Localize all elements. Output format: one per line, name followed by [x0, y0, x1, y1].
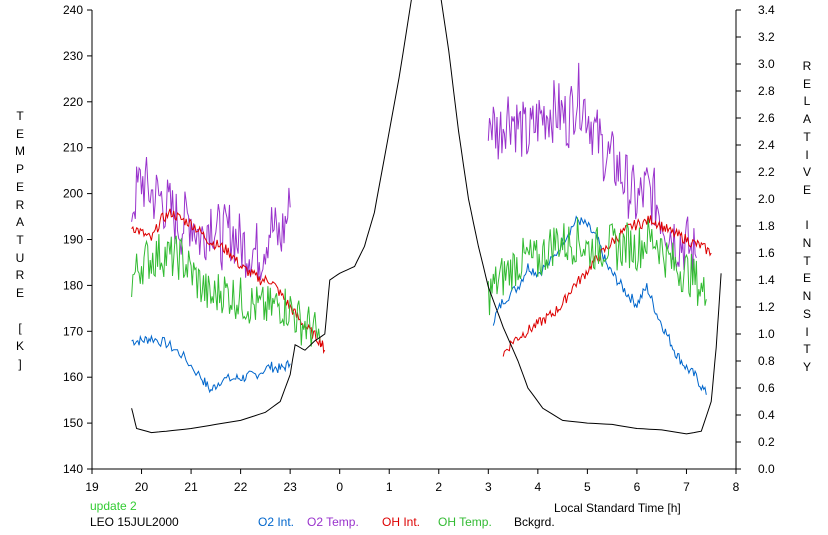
series-layer	[131, 0, 722, 435]
axis-label-letter: E	[15, 286, 24, 301]
y-right-tick-label: 0.8	[758, 354, 775, 368]
series-line-bckgrd	[131, 0, 722, 435]
y-right-tick-label: 1.8	[758, 219, 775, 233]
legend-o2-int: O2 Int.	[258, 515, 295, 529]
x-tick-label: 0	[336, 480, 343, 494]
y-right-tick-label: 2.6	[758, 111, 775, 125]
series-line-oh-int	[502, 215, 712, 357]
axis-label-letter: L	[803, 94, 811, 109]
x-tick-label: 8	[733, 480, 740, 494]
series-line-o2-int	[492, 215, 707, 395]
axis-label-letter: Y	[802, 359, 811, 374]
x-tick-label: 5	[584, 480, 591, 494]
y-right-tick-label: 2.2	[758, 165, 775, 179]
x-tick-label: 3	[485, 480, 492, 494]
y-right-tick-label: 2.8	[758, 84, 775, 98]
axis-label-letter: A	[802, 112, 811, 127]
x-tick-label: 2	[435, 480, 442, 494]
axis-label-letter: A	[15, 215, 24, 230]
update-note: update 2	[90, 499, 137, 513]
axis-label-letter: T	[16, 109, 24, 123]
axis-label-letter: I	[805, 147, 809, 162]
y-left-tick-label: 190	[63, 233, 83, 247]
y-right-tick-label: 0.2	[758, 435, 775, 449]
legend-o2-temp: O2 Temp.	[307, 515, 359, 529]
series-line-oh-temp	[131, 234, 321, 347]
y-right-tick-label: 3.4	[758, 3, 775, 17]
axis-label-letter: R	[15, 268, 25, 283]
axis-label-letter: E	[15, 179, 24, 194]
y-right-tick-label: 0.6	[758, 381, 775, 395]
series-line-o2-int	[131, 334, 291, 394]
y-left-tick-label: 240	[63, 3, 83, 17]
axis-label-letter	[799, 200, 815, 218]
series-line-oh-temp	[487, 217, 707, 316]
x-axis-label: Local Standard Time [h]	[554, 501, 681, 515]
axis-label-letter: R	[15, 197, 25, 212]
y-right-tick-label: 3.0	[758, 57, 775, 71]
axis-label-letter: V	[802, 165, 811, 180]
axis-label-letter: N	[802, 236, 812, 251]
y-right-tick-label: 1.0	[758, 327, 775, 341]
y-right-tick-label: 2.0	[758, 192, 775, 206]
axis-label-letter: N	[802, 289, 812, 304]
axis-label-letter: E	[802, 76, 811, 91]
y-left-tick-label: 180	[63, 278, 83, 292]
axis-label-letter: S	[802, 306, 811, 321]
x-tick-label: 7	[683, 480, 690, 494]
x-tick-label: 21	[184, 480, 198, 494]
axis-label-letter: I	[805, 324, 809, 339]
axis-label-letter: ]	[18, 356, 22, 371]
y-right-tick-label: 0.0	[758, 462, 775, 476]
y-left-tick-label: 230	[63, 49, 83, 63]
station-date: LEO 15JUL2000	[90, 515, 179, 529]
x-tick-label: 4	[535, 480, 542, 494]
y-right-tick-label: 1.2	[758, 300, 775, 314]
axis-label-letter: T	[16, 232, 24, 247]
ticks-layer: 1401501601701801902002102202302400.00.20…	[63, 3, 775, 494]
axis-label-letter: T	[803, 129, 811, 144]
legend-oh-int: OH Int.	[382, 515, 421, 529]
y-left-tick-label: 150	[63, 416, 83, 430]
axis-label-letter: K	[15, 339, 24, 354]
y-right-tick-label: 3.2	[758, 30, 775, 44]
axis-label-letter: R	[802, 59, 812, 73]
axis-label-letter: T	[803, 253, 811, 268]
y-right-tick-label: 1.6	[758, 246, 775, 260]
y-left-tick-label: 200	[63, 187, 83, 201]
x-tick-label: 19	[85, 480, 99, 494]
x-tick-label: 23	[283, 480, 297, 494]
axis-label-letter: E	[802, 271, 811, 286]
legend-bckgrd: Bckgrd.	[514, 515, 555, 529]
x-tick-label: 22	[234, 480, 248, 494]
axis-label-letter: P	[15, 162, 24, 177]
axis-label-letter: T	[803, 342, 811, 357]
legend-oh-temp: OH Temp.	[438, 515, 492, 529]
y-left-tick-label: 220	[63, 95, 83, 109]
x-tick-label: 20	[135, 480, 149, 494]
series-line-o2-temp	[131, 156, 291, 281]
axis-label-letter: E	[15, 126, 24, 141]
y-left-tick-label: 210	[63, 141, 83, 155]
axis-label-letter	[12, 303, 28, 321]
y-left-tick-label: 140	[63, 462, 83, 476]
x-tick-label: 6	[634, 480, 641, 494]
axis-label-letter: M	[15, 144, 25, 159]
y-right-tick-label: 2.4	[758, 138, 775, 152]
axis-label-letter: U	[15, 250, 25, 265]
y-right-tick-label: 1.4	[758, 273, 775, 287]
x-tick-label: 1	[386, 480, 393, 494]
axis-label-letter: [	[18, 321, 22, 336]
series-line-oh-int	[131, 208, 326, 355]
y-left-tick-label: 160	[63, 370, 83, 384]
y-left-tick-label: 170	[63, 324, 83, 338]
axis-label-letter: I	[805, 218, 809, 233]
y-right-tick-label: 0.4	[758, 408, 775, 422]
axis-label-letter: E	[802, 182, 811, 197]
